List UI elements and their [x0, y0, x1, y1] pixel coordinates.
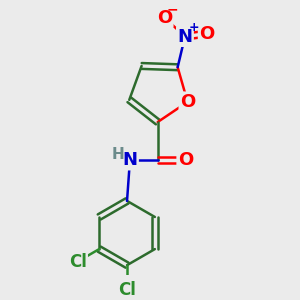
Text: N: N [177, 28, 192, 46]
Text: +: + [189, 21, 200, 34]
Text: −: − [167, 2, 178, 16]
Text: Cl: Cl [69, 253, 87, 271]
Text: O: O [180, 93, 195, 111]
Text: O: O [157, 9, 172, 27]
Text: H: H [111, 147, 124, 162]
Text: O: O [178, 151, 193, 169]
Text: Cl: Cl [118, 281, 136, 299]
Text: O: O [199, 25, 214, 43]
Text: N: N [122, 151, 137, 169]
